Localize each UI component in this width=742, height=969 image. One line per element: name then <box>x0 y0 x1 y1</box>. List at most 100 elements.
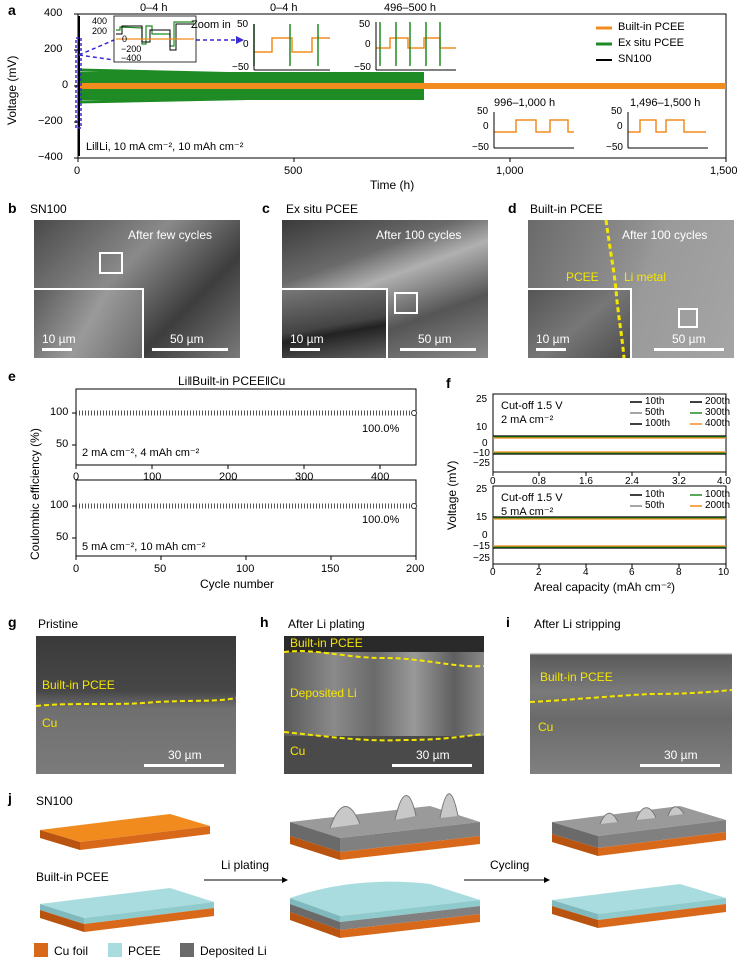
f-top-ytick-3: −10 <box>473 448 490 459</box>
inset5-ytick-1: 0 <box>617 121 623 132</box>
f-bot-ytick-3: −15 <box>473 541 490 552</box>
sem-inset-c <box>282 288 388 358</box>
f-bot-ytick-1: 15 <box>476 512 488 523</box>
f-bot-xtick-0: 0 <box>490 567 496 578</box>
panel-e-title: Li‖Built-in PCEE‖Cu <box>178 374 286 388</box>
sem-image-b: After few cycles 10 µm 50 µm <box>34 220 240 358</box>
e-top-xtick-1: 100 <box>143 471 162 483</box>
inset1-ytick-2: 0 <box>122 34 128 44</box>
panel-a-ylabel: Voltage (mV) <box>5 55 19 125</box>
f-top-xtick-0: 0 <box>490 476 496 487</box>
f-bot-ytick-4: −25 <box>473 553 490 564</box>
a-xtick-1: 500 <box>284 165 303 177</box>
panel-e-xlabel: Cycle number <box>200 577 275 591</box>
panel-label-j: j <box>8 790 12 806</box>
inset4-ytick-2: −50 <box>472 142 489 153</box>
inset1-title: 0–4 h <box>140 2 168 14</box>
f-bot-legend-100th: 100th <box>705 489 731 500</box>
label-li-d: Li metal <box>624 270 667 284</box>
e-bot-xtick-1: 50 <box>154 563 167 575</box>
inset1-ytick-0: 400 <box>92 16 108 26</box>
panel-e-chart <box>72 388 417 560</box>
legend-cu-foil: Cu foil <box>54 944 89 958</box>
sem-image-h: Built-in PCEE Deposited Li Cu 30 µm <box>284 636 484 774</box>
scale-g: 30 µm <box>168 748 202 762</box>
schematic-cu-top-1 <box>40 814 210 842</box>
inset3-title: 496–500 h <box>384 2 436 14</box>
panel-i-title: After Li stripping <box>534 617 621 631</box>
scale-large-d: 50 µm <box>672 332 706 346</box>
e-bot-condition: 5 mA cm⁻², 10 mAh cm⁻² <box>82 541 206 553</box>
sem-zoom-box-b <box>99 252 123 274</box>
f-top-legend-10th: 10th <box>645 396 665 407</box>
schematic-li-top-2 <box>290 806 480 838</box>
e-top-xtick-3: 300 <box>295 471 314 483</box>
sem-inset-b <box>34 288 144 358</box>
inset5-trace <box>628 119 706 133</box>
e-bot-xtick-0: 0 <box>73 563 80 575</box>
inset2-trace <box>254 37 330 53</box>
label-cu-i: Cu <box>538 720 554 734</box>
f-top-legend-100th: 100th <box>645 418 671 429</box>
f-top-ytick-1: 10 <box>476 422 488 433</box>
inset2-title: 0–4 h <box>270 2 298 14</box>
panel-j-schematic <box>34 793 726 957</box>
f-top-current: 2 mA cm⁻² <box>501 414 554 426</box>
panel-b-title: SN100 <box>30 202 67 216</box>
panel-e-ylabel: Coulombic efficiency (%) <box>28 428 42 560</box>
a-xtick-3: 1,500 <box>710 165 738 177</box>
label-pcee-i: Built-in PCEE <box>540 670 613 684</box>
sem-zoom-box-c <box>394 292 418 314</box>
f-top-xtick-2: 1.6 <box>579 476 593 487</box>
panel-g-title: Pristine <box>38 617 79 631</box>
zoom-in-label: Zoom in <box>191 19 231 31</box>
scale-small-c: 10 µm <box>290 332 324 346</box>
panel-f-chart <box>492 393 727 568</box>
arrow1-label: Li plating <box>221 858 270 872</box>
zoom-region-box <box>75 37 82 129</box>
legend-builtin: Built-in PCEE <box>618 21 685 33</box>
f-bot-xtick-3: 6 <box>629 567 635 578</box>
label-pcee-h: Built-in PCEE <box>290 636 363 650</box>
sem-image-c: After 100 cycles 10 µm 50 µm <box>282 220 488 358</box>
panel-a-voltage-chart <box>74 13 727 162</box>
f-bot-legend-50th: 50th <box>645 500 665 511</box>
panel-d-title: Built-in PCEE <box>530 202 603 216</box>
schematic-pcee-top-1 <box>40 888 214 918</box>
arrow2-label: Cycling <box>490 858 530 872</box>
label-pcee-g: Built-in PCEE <box>42 678 115 692</box>
inset3-trace <box>376 37 456 49</box>
e-bot-xtick-2: 100 <box>236 563 255 575</box>
e-top-ytick-0: 100 <box>50 406 69 418</box>
f-bot-xtick-2: 4 <box>583 567 589 578</box>
f-top-xtick-3: 2.4 <box>625 476 639 487</box>
e-bot-value: 100.0% <box>362 514 400 526</box>
e-top-condition: 2 mA cm⁻², 4 mAh cm⁻² <box>82 447 200 459</box>
label-cu-h: Cu <box>290 744 306 758</box>
label-pcee-d: PCEE <box>566 270 599 284</box>
panel-f-xlabel: Areal capacity (mAh cm⁻²) <box>534 580 676 594</box>
f-top-ytick-0: 25 <box>476 394 488 405</box>
a-ytick-2: 0 <box>62 79 69 91</box>
inset1-ytick-3: −200 <box>121 44 142 54</box>
e-bot-xtick-4: 200 <box>406 563 425 575</box>
inset5-ytick-2: −50 <box>606 142 623 153</box>
e-top-value: 100.0% <box>362 423 400 435</box>
schematic-pcee-top-3 <box>552 884 726 914</box>
panel-label-g: g <box>8 614 17 630</box>
e-bot-xtick-3: 150 <box>321 563 340 575</box>
inset2-ytick-0: 50 <box>237 19 249 30</box>
legend-swatch-pcee <box>108 943 122 957</box>
panel-a-condition: Li‖Li, 10 mA cm⁻², 10 mAh cm⁻² <box>86 141 244 153</box>
e-top-ytick-1: 50 <box>56 438 69 450</box>
inset5-title: 1,496–1,500 h <box>630 97 701 109</box>
panel-c-title: Ex situ PCEE <box>286 202 359 216</box>
e-top-xtick-4: 400 <box>371 471 390 483</box>
f-bot-ytick-2: 0 <box>482 530 488 541</box>
f-top-legend-300th: 300th <box>705 407 731 418</box>
legend-swatch-li <box>180 943 194 957</box>
inset4-trace <box>494 119 574 133</box>
panel-label-h: h <box>260 614 269 630</box>
e-bot-ytick-1: 50 <box>56 531 69 543</box>
f-bot-legend-10th: 10th <box>645 489 665 500</box>
